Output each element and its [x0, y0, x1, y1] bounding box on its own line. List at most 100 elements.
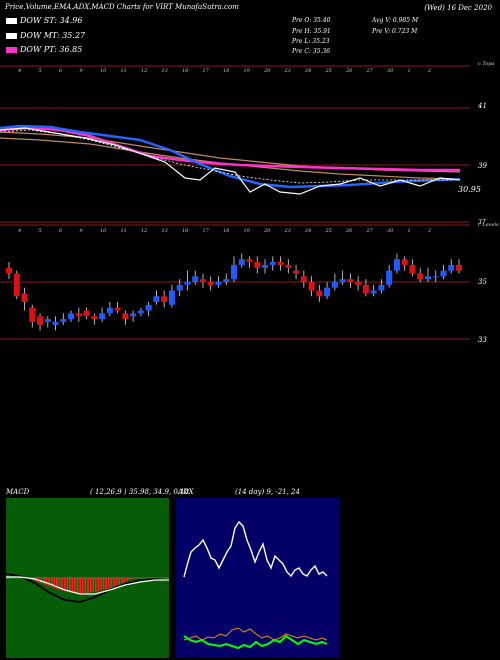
candle-body — [192, 276, 199, 282]
date-tick-label: 13 — [162, 68, 168, 74]
title-text: Price,Volume,EMA,ADX,MACD Charts for VIR… — [5, 3, 173, 11]
candle-body — [99, 313, 106, 320]
candle-body — [6, 267, 12, 274]
stat-prev-high: Pre H: 35.91 — [292, 28, 331, 35]
candle-body — [432, 276, 439, 278]
macd-histogram-bar — [71, 578, 74, 593]
adx-params: (14 day) 9, -21, 24 — [235, 488, 300, 496]
macd-histogram-bar — [92, 578, 94, 593]
date-tick-label: 30 — [387, 228, 394, 234]
stat-prev-close: Pre C: 35.36 — [292, 48, 331, 55]
macd-histogram-bar — [76, 578, 79, 593]
candle-body — [215, 282, 222, 285]
candle-body — [355, 282, 362, 285]
candle-body — [409, 264, 416, 274]
candle-body — [60, 319, 67, 322]
candle-body — [137, 310, 144, 314]
date-tick-label: 18 — [223, 228, 229, 234]
date-tick-label: 16 — [182, 68, 189, 74]
stat-prev-volume: Pre V: 0.723 M — [372, 28, 418, 35]
candle-body — [370, 290, 377, 294]
stat-avg-volume: Avg V: 0.985 M — [372, 17, 419, 24]
macd-histogram-bar — [128, 578, 131, 581]
macd-histogram-bar — [95, 578, 97, 592]
candle-body — [176, 284, 183, 291]
candle-body — [114, 307, 121, 311]
candle-body — [75, 313, 82, 317]
candle-body — [184, 282, 191, 285]
site-text: MunafaSutra.com — [175, 3, 239, 11]
macd-histogram-bar — [108, 578, 110, 589]
macd-histogram-bar — [97, 578, 100, 592]
date-tick-label: 30 — [387, 68, 394, 74]
candle-body — [145, 304, 152, 311]
date-label: (Wed) 16 Dec 2020 — [424, 4, 492, 12]
date-tick-label: 1 — [408, 68, 411, 74]
candle-body — [223, 279, 230, 282]
macd-histogram-bar — [63, 578, 66, 592]
legend-mt: DOW MT: 35.27 — [6, 31, 85, 40]
candle-body — [106, 307, 113, 314]
candle-body — [83, 310, 90, 317]
adx-title: ADX — [177, 488, 195, 496]
candle-body — [300, 276, 307, 282]
macd-histogram-bar — [100, 578, 102, 591]
candle-body — [238, 259, 245, 265]
date-tick-label: 10 — [100, 228, 107, 234]
macd-histogram-bar — [84, 578, 87, 593]
adx-minus-di-line — [183, 627, 328, 641]
date-tick-label: 19 — [244, 68, 251, 74]
adx-panel: ADX (14 day) 9, -21, 24 — [176, 488, 339, 658]
candle-body — [37, 316, 44, 325]
ema-white-line — [0, 127, 461, 195]
legend-st: DOW ST: 34.96 — [6, 16, 82, 25]
candle-level-37: 37 — [478, 219, 486, 226]
candle-date-ticks: 4 5 6 9 10 11 12 13 16 17 18 19 20 23 24 25 26 27 30 1 2 — [17, 228, 431, 234]
date-tick-label: 18 — [223, 68, 229, 74]
legend-mt-label: DOW MT: 35.27 — [20, 31, 86, 40]
date-tick-label: 23 — [284, 68, 291, 74]
macd-histogram-bar — [43, 578, 45, 585]
adx-background — [176, 498, 339, 658]
candles-group — [6, 253, 462, 331]
ema-corner-label: c Topa — [478, 61, 495, 67]
candle-body — [52, 321, 59, 325]
candle-body — [269, 262, 276, 265]
candle-body — [401, 259, 408, 265]
adx-line — [183, 520, 328, 578]
ema-blue-line — [0, 124, 461, 189]
macd-histogram-bar — [50, 578, 53, 588]
date-tick-label: 27 — [366, 228, 374, 234]
date-tick-label: 13 — [162, 228, 168, 234]
ema-level-last: 30.95 — [458, 185, 481, 194]
macd-histogram-bar — [69, 578, 71, 593]
candle-body — [231, 264, 237, 280]
date-tick-label: 5 — [39, 228, 42, 234]
candle-body — [13, 273, 20, 297]
chart-title: Price,Volume,EMA,ADX,MACD Charts for VIR… — [5, 3, 239, 11]
candle-body — [362, 284, 369, 294]
date-tick-label: 11 — [121, 228, 127, 234]
date-tick-label: 12 — [141, 228, 147, 234]
macd-histogram-bar — [89, 578, 92, 593]
legend-pt: DOW PT: 36.85 — [6, 45, 82, 54]
candle-body — [293, 270, 300, 274]
candle-panel: 4 5 6 9 10 11 12 13 16 17 18 19 20 23 24 25 26 27 30 1 2 c L… — [0, 219, 499, 344]
macd-histogram-bar — [115, 578, 118, 586]
legend-st-swatch — [6, 17, 17, 24]
macd-line — [5, 573, 170, 603]
candle-body — [44, 319, 51, 322]
macd-histogram-bar — [45, 578, 48, 586]
macd-histogram-bar — [118, 578, 120, 585]
legend-mt-swatch — [6, 32, 17, 39]
date-tick-label: 17 — [203, 68, 210, 74]
candle-body — [440, 270, 447, 277]
legend-st-label: DOW ST: 34.96 — [20, 16, 83, 25]
date-tick-label: 19 — [244, 228, 251, 234]
macd-histogram-bar — [121, 578, 123, 584]
date-tick-label: 27 — [366, 68, 374, 74]
macd-params: ( 12,26,9 ) 35.98, 34.9, 0.18 — [90, 488, 190, 496]
candle-body — [130, 313, 137, 317]
candle-body — [456, 264, 462, 271]
